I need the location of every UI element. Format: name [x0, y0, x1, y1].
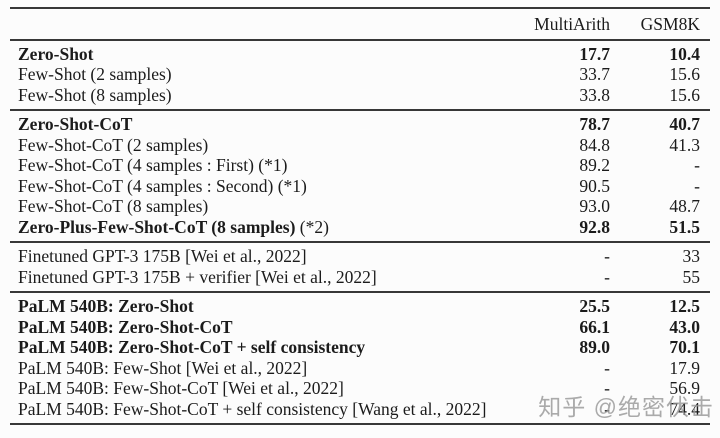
gsm8k-value: 51.5: [669, 216, 700, 237]
row-label: Zero-Shot: [18, 43, 94, 64]
table-section: Finetuned GPT-3 175B [Wei et al., 2022] …: [10, 241, 710, 291]
results-table: MultiArith GSM8K Zero-Shot 17.7 10.4 Few…: [10, 7, 710, 425]
multiarith-value: -: [604, 246, 610, 266]
table-row: Few-Shot (8 samples) 33.8 15.6: [10, 85, 710, 106]
multiarith-value: 78.7: [579, 114, 610, 134]
multiarith-value: -: [604, 357, 610, 378]
row-label: PaLM 540B: Few-Shot-CoT [Wei et al., 202…: [18, 378, 344, 398]
gsm8k-value: 41.3: [669, 134, 700, 155]
table-row: Finetuned GPT-3 175B [Wei et al., 2022] …: [10, 246, 710, 267]
gsm8k-value: 55: [682, 266, 701, 287]
column-header-gsm8k: GSM8K: [640, 14, 700, 34]
table-row: Zero-Shot 17.7 10.4: [10, 44, 710, 65]
multiarith-value: -: [604, 266, 610, 287]
row-label-note: (*2): [295, 216, 329, 237]
multiarith-value: 66.1: [579, 316, 610, 337]
table-row: PaLM 540B: Zero-Shot-CoT 66.1 43.0: [10, 317, 710, 338]
row-label: Few-Shot-CoT (2 samples): [18, 134, 209, 155]
gsm8k-value: 56.9: [669, 378, 700, 398]
gsm8k-value: 17.9: [669, 357, 700, 378]
row-label: Few-Shot-CoT (4 samples : First) (*1): [18, 155, 288, 175]
table-row: Few-Shot (2 samples) 33.7 15.6: [10, 64, 710, 85]
table-row: Zero-Plus-Few-Shot-CoT (8 samples) (*2) …: [10, 217, 710, 238]
zhihu-watermark: 知乎 @绝密伏击: [538, 394, 714, 420]
header-row: MultiArith GSM8K: [10, 14, 710, 35]
table-row: PaLM 540B: Few-Shot [Wei et al., 2022] -…: [10, 358, 710, 379]
gsm8k-value: 10.4: [669, 43, 700, 64]
gsm8k-value: 15.6: [669, 64, 700, 84]
table-section: Zero-Shot 17.7 10.4 Few-Shot (2 samples)…: [10, 38, 710, 110]
table-header-section: MultiArith GSM8K: [10, 7, 710, 39]
row-label: PaLM 540B: Few-Shot-CoT + self consisten…: [18, 398, 487, 419]
table-section: Zero-Shot-CoT 78.7 40.7 Few-Shot-CoT (2 …: [10, 109, 710, 241]
gsm8k-value: 43.0: [669, 316, 700, 337]
row-label: Zero-Shot-CoT: [18, 114, 133, 134]
table-row: Few-Shot-CoT (4 samples : First) (*1) 89…: [10, 155, 710, 176]
table-row: PaLM 540B: Zero-Shot 25.5 12.5: [10, 296, 710, 317]
row-label: PaLM 540B: Zero-Shot-CoT + self consiste…: [18, 337, 366, 357]
gsm8k-value: -: [694, 175, 700, 196]
multiarith-value: 89.0: [579, 337, 610, 357]
table-row: PaLM 540B: Zero-Shot-CoT + self consiste…: [10, 337, 710, 358]
multiarith-value: 89.2: [579, 155, 610, 175]
gsm8k-value: -: [694, 155, 700, 175]
row-label: PaLM 540B: Zero-Shot-CoT: [18, 316, 233, 337]
table-row: Finetuned GPT-3 175B + verifier [Wei et …: [10, 267, 710, 288]
table-row: Few-Shot-CoT (8 samples) 93.0 48.7: [10, 196, 710, 217]
row-label: Few-Shot (2 samples): [18, 64, 172, 84]
multiarith-value: -: [604, 398, 610, 419]
row-label: Finetuned GPT-3 175B + verifier [Wei et …: [18, 266, 377, 287]
row-label: Few-Shot (8 samples): [18, 84, 172, 105]
multiarith-value: 93.0: [579, 196, 610, 216]
multiarith-value: 84.8: [579, 134, 610, 155]
table-row: Few-Shot-CoT (2 samples) 84.8 41.3: [10, 135, 710, 156]
gsm8k-value: 15.6: [669, 84, 700, 105]
gsm8k-value: 40.7: [669, 114, 700, 134]
gsm8k-value: 70.1: [669, 337, 700, 357]
row-label: Few-Shot-CoT (8 samples): [18, 196, 209, 216]
column-header-multiarith: MultiArith: [534, 14, 610, 34]
multiarith-value: 33.7: [579, 64, 610, 84]
row-label: PaLM 540B: Zero-Shot: [18, 296, 194, 316]
row-label-main: Zero-Plus-Few-Shot-CoT (8 samples): [18, 216, 296, 237]
multiarith-value: 25.5: [579, 296, 610, 316]
gsm8k-value: 12.5: [669, 296, 700, 316]
table-section: PaLM 540B: Zero-Shot 25.5 12.5 PaLM 540B…: [10, 291, 710, 425]
multiarith-value: 17.7: [579, 43, 610, 64]
gsm8k-value: 33: [682, 246, 701, 266]
row-label: Few-Shot-CoT (4 samples : Second) (*1): [18, 175, 307, 196]
gsm8k-value: 48.7: [669, 196, 700, 216]
table-row: Few-Shot-CoT (4 samples : Second) (*1) 9…: [10, 176, 710, 197]
table-row: Zero-Shot-CoT 78.7 40.7: [10, 114, 710, 135]
multiarith-value: -: [604, 378, 610, 398]
table-row: PaLM 540B: Few-Shot-CoT [Wei et al., 202…: [10, 378, 710, 399]
multiarith-value: 92.8: [579, 216, 610, 237]
table-row: PaLM 540B: Few-Shot-CoT + self consisten…: [10, 399, 710, 420]
row-label: Zero-Plus-Few-Shot-CoT (8 samples) (*2): [10, 217, 520, 238]
multiarith-value: 33.8: [579, 84, 610, 105]
row-label: Finetuned GPT-3 175B [Wei et al., 2022]: [18, 246, 307, 266]
multiarith-value: 90.5: [579, 175, 610, 196]
row-label: PaLM 540B: Few-Shot [Wei et al., 2022]: [18, 357, 308, 378]
gsm8k-value: 74.4: [669, 398, 700, 419]
